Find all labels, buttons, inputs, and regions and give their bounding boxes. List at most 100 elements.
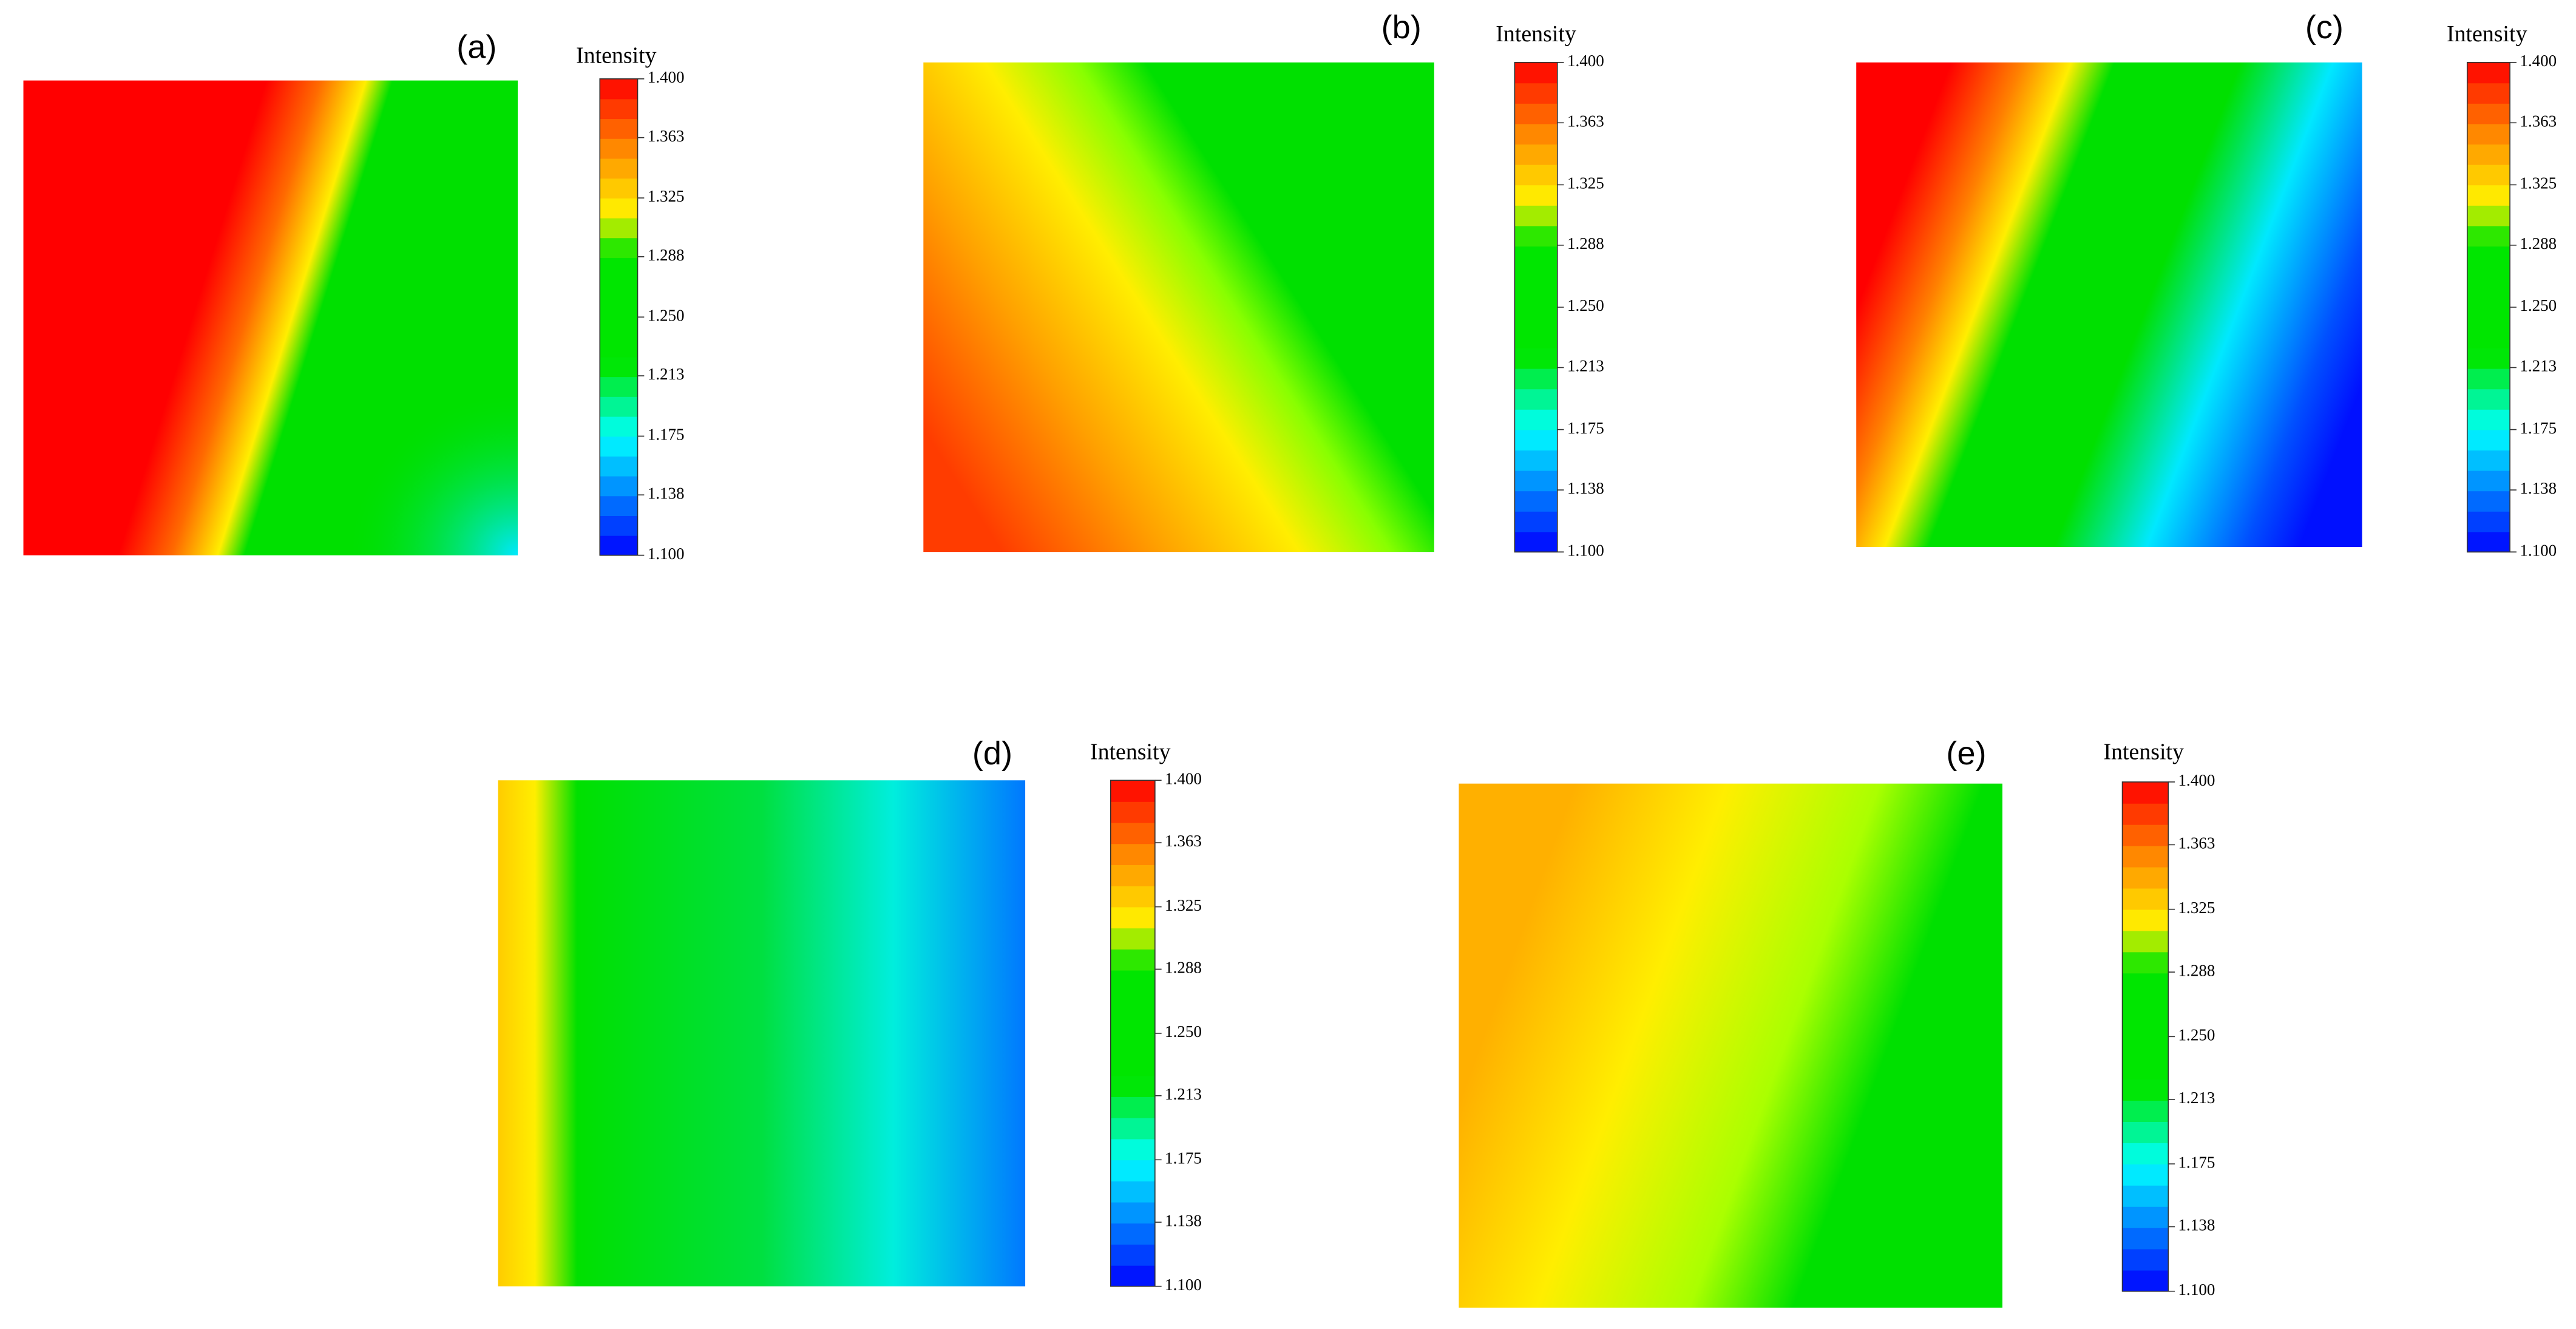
- colorbar-band: [2467, 266, 2510, 288]
- colorbar-title: Intensity: [1496, 21, 1576, 47]
- colorbar-band: [600, 535, 638, 556]
- colorbar-tick-label: 1.100: [1567, 541, 1604, 559]
- colorbar-tick-label: 1.175: [1165, 1149, 1202, 1168]
- colorbar-band: [1110, 1117, 1155, 1140]
- colorbar-band: [2467, 205, 2510, 226]
- colorbar-band: [600, 78, 638, 100]
- colorbar-band: [2467, 511, 2510, 532]
- colorbar-tick-label: 1.325: [1567, 174, 1604, 192]
- colorbar-band: [1110, 906, 1155, 929]
- colorbar-band: [2467, 450, 2510, 471]
- colorbar-band: [1514, 511, 1557, 532]
- colorbar-tick-label: 1.100: [2520, 541, 2557, 559]
- colorbar-band: [1514, 144, 1557, 165]
- colorbar-band: [2467, 123, 2510, 145]
- colorbar-band: [1110, 1075, 1155, 1097]
- colorbar-band: [600, 277, 638, 298]
- colorbar-band: [2467, 287, 2510, 308]
- colorbar-band: [1110, 1202, 1155, 1224]
- colorbar-band: [600, 237, 638, 258]
- colorbar-band: [2467, 225, 2510, 247]
- colorbar-band: [600, 515, 638, 536]
- colorbar-tick-label: 1.250: [2178, 1026, 2215, 1044]
- colorbar-band: [1110, 1096, 1155, 1118]
- colorbar-band: [2467, 348, 2510, 369]
- colorbar-band: [1514, 491, 1557, 512]
- colorbar-band: [2122, 1079, 2169, 1101]
- colorbar-band: [2467, 531, 2510, 552]
- colorbar-band: [1514, 307, 1557, 328]
- colorbar-tick-label: 1.138: [2520, 479, 2557, 497]
- colorbar-band: [2122, 909, 2169, 931]
- colorbar-band: [1514, 368, 1557, 390]
- colorbar-band: [2467, 368, 2510, 390]
- colorbar-band: [2467, 491, 2510, 512]
- colorbar-band: [600, 98, 638, 120]
- colorbar-band: [1514, 164, 1557, 186]
- field-c: [1856, 62, 2362, 548]
- colorbar-band: [2467, 185, 2510, 206]
- colorbar-band: [2122, 930, 2169, 953]
- colorbar-band: [600, 436, 638, 457]
- colorbar-band: [2122, 845, 2169, 868]
- colorbar-band: [2122, 1227, 2169, 1249]
- colorbar-tick-label: 1.213: [648, 365, 685, 383]
- colorbar-title: Intensity: [1090, 739, 1171, 765]
- colorbar-band: [2122, 824, 2169, 846]
- colorbar-band: [1110, 991, 1155, 1013]
- colorbar-band: [2122, 1206, 2169, 1228]
- colorbar-band: [1514, 266, 1557, 288]
- colorbar-band: [1110, 865, 1155, 886]
- colorbar-tick-label: 1.400: [1165, 769, 1202, 787]
- colorbar-band: [2467, 62, 2510, 84]
- colorbar-band: [1110, 885, 1155, 908]
- colorbar-band: [1514, 531, 1557, 552]
- colorbar-band: [600, 356, 638, 378]
- colorbar-band: [1110, 1054, 1155, 1076]
- colorbar-tick-label: 1.288: [1165, 959, 1202, 977]
- colorbar-band: [1110, 843, 1155, 865]
- colorbar-tick-label: 1.175: [2520, 419, 2557, 437]
- panel-label: (d): [972, 735, 1012, 772]
- colorbar-tick-label: 1.250: [2520, 296, 2557, 314]
- colorbar-band: [2467, 389, 2510, 410]
- colorbar-tick-label: 1.400: [2178, 771, 2215, 789]
- colorbar-tick-label: 1.288: [1567, 234, 1604, 253]
- colorbar-band: [1110, 1265, 1155, 1287]
- colorbar-band: [2122, 1100, 2169, 1122]
- colorbar-band: [2122, 1143, 2169, 1164]
- colorbar-band: [1514, 103, 1557, 124]
- field-a-corner: [23, 80, 518, 556]
- colorbar-band: [2467, 470, 2510, 492]
- colorbar-tick-label: 1.250: [648, 306, 685, 324]
- colorbar-band: [2122, 888, 2169, 910]
- colorbar-band: [2122, 994, 2169, 1016]
- colorbar-band: [1110, 1223, 1155, 1245]
- colorbar-band: [600, 495, 638, 516]
- colorbar-tick-label: 1.213: [2520, 357, 2557, 375]
- colorbar-tick-label: 1.138: [2178, 1216, 2215, 1234]
- colorbar-band: [2467, 409, 2510, 430]
- colorbar-tick-label: 1.400: [2520, 52, 2557, 70]
- colorbar-band: [1514, 83, 1557, 104]
- colorbar-band: [1110, 822, 1155, 845]
- colorbar-band: [1110, 1138, 1155, 1161]
- colorbar-band: [2467, 327, 2510, 348]
- colorbar-tick-label: 1.175: [648, 426, 685, 444]
- colorbar-tick-label: 1.363: [648, 127, 685, 145]
- colorbar-tick-label: 1.400: [648, 68, 685, 86]
- colorbar-tick-label: 1.213: [2178, 1089, 2215, 1107]
- colorbar-tick-label: 1.363: [1567, 112, 1604, 130]
- colorbar-band: [2467, 164, 2510, 186]
- panel-label: (c): [2305, 9, 2344, 46]
- colorbar-tick-label: 1.100: [648, 545, 685, 563]
- colorbar-band: [2467, 307, 2510, 328]
- colorbar-tick-label: 1.325: [1165, 896, 1202, 914]
- colorbar-tick-label: 1.250: [1567, 296, 1604, 314]
- colorbar-band: [2467, 103, 2510, 124]
- colorbar-title: Intensity: [2447, 21, 2527, 47]
- colorbar-band: [1110, 970, 1155, 992]
- colorbar-band: [600, 376, 638, 397]
